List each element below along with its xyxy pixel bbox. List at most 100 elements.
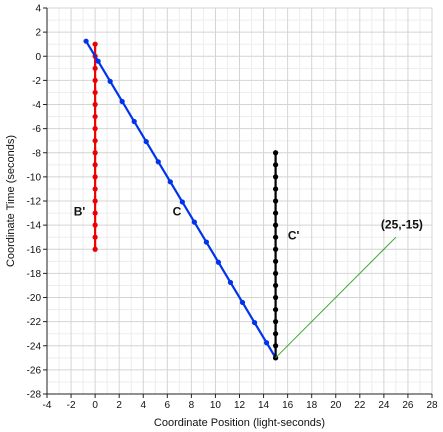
- x-tick-label: -2: [67, 400, 76, 411]
- data-point: [272, 210, 279, 216]
- data-point: [92, 113, 98, 120]
- x-tick-label: 10: [210, 400, 222, 411]
- data-point: [92, 138, 98, 144]
- data-point: [251, 319, 258, 326]
- x-tick-label: 22: [354, 400, 366, 411]
- x-axis-title: Coordinate Position (light-seconds): [154, 417, 325, 429]
- data-point: [263, 340, 270, 346]
- data-point: [227, 279, 234, 286]
- data-point: [95, 58, 101, 64]
- series-0: [92, 41, 98, 252]
- series-3: [275, 236, 397, 359]
- y-tick-label: 4: [35, 4, 41, 15]
- data-point: [92, 234, 98, 240]
- annotation-label: (25,-15): [381, 218, 423, 232]
- y-tick-label: -28: [27, 390, 42, 401]
- x-tick-label: 6: [165, 400, 171, 411]
- x-tick-label: -4: [43, 400, 52, 411]
- data-point: [272, 150, 279, 156]
- data-point: [83, 38, 89, 44]
- y-tick-label: -14: [27, 221, 42, 232]
- data-point: [272, 198, 279, 204]
- data-point: [272, 258, 279, 264]
- y-tick-label: -10: [27, 172, 42, 183]
- y-tick-label: 0: [35, 52, 41, 63]
- y-tick-label: -8: [32, 148, 41, 159]
- y-tick-label: -2: [32, 76, 41, 87]
- annotation-label: C': [288, 229, 300, 243]
- x-tick-label: 2: [116, 400, 122, 411]
- ticks: -4 -2 0 2 4 6 8 10 12 14 16 18 20 22 24 26 28420-2-4-6-8…: [27, 4, 438, 412]
- x-tick-label: 0: [92, 400, 98, 411]
- data-point: [92, 210, 98, 216]
- y-tick-label: -26: [27, 365, 42, 376]
- series-1: [83, 38, 279, 361]
- x-tick-label: 28: [426, 400, 438, 411]
- x-tick-label: 20: [330, 400, 342, 411]
- data-point: [203, 239, 210, 245]
- data-point: [92, 162, 98, 168]
- data-point: [272, 270, 279, 276]
- annotations: B' C C' (25,-15): [74, 204, 423, 242]
- series-layer: [83, 38, 397, 361]
- x-tick-label: 8: [189, 400, 195, 411]
- data-point: [92, 198, 98, 204]
- data-point: [179, 199, 185, 205]
- data-point: [119, 98, 125, 105]
- annotation-label: B': [74, 204, 86, 218]
- series-line: [275, 236, 397, 359]
- x-tick-label: 26: [402, 400, 414, 411]
- data-point: [92, 174, 98, 180]
- data-point: [92, 150, 98, 156]
- data-point: [92, 222, 98, 228]
- data-point: [92, 101, 98, 108]
- y-tick-label: -4: [32, 100, 41, 111]
- data-point: [155, 159, 161, 165]
- data-point: [92, 126, 98, 132]
- data-point: [191, 219, 197, 225]
- data-point: [272, 174, 279, 180]
- data-point: [272, 294, 279, 301]
- annotation-label: C: [173, 204, 182, 218]
- data-point: [92, 89, 98, 96]
- data-point: [215, 259, 222, 265]
- data-point: [272, 162, 279, 168]
- y-tick-label: -22: [27, 317, 42, 328]
- data-point: [92, 186, 98, 192]
- y-axis-title: Coordinate Time (seconds): [5, 135, 17, 267]
- data-point: [92, 41, 98, 47]
- data-point: [272, 282, 279, 289]
- data-point: [143, 139, 149, 145]
- x-tick-label: 16: [282, 400, 294, 411]
- data-point: [167, 179, 173, 185]
- x-tick-label: 12: [234, 400, 246, 411]
- x-tick-label: 24: [378, 400, 390, 411]
- data-point: [272, 343, 279, 349]
- data-point: [272, 319, 279, 325]
- y-tick-label: -12: [27, 197, 42, 208]
- x-tick-label: 18: [306, 400, 318, 411]
- data-point: [272, 306, 279, 313]
- data-point: [92, 77, 98, 83]
- data-point: [131, 118, 137, 125]
- data-point: [92, 246, 98, 252]
- data-point: [272, 186, 279, 192]
- data-point: [239, 299, 246, 306]
- y-tick-label: -16: [27, 245, 42, 256]
- data-point: [107, 78, 113, 84]
- data-point: [272, 222, 279, 228]
- x-tick-label: 4: [140, 400, 146, 411]
- data-point: [272, 246, 279, 252]
- data-point: [272, 331, 279, 337]
- data-point: [272, 234, 279, 240]
- y-tick-label: -20: [27, 293, 42, 304]
- y-tick-label: -18: [27, 269, 42, 280]
- data-point: [92, 65, 98, 71]
- y-tick-label: -6: [32, 124, 41, 135]
- y-tick-label: 2: [35, 28, 41, 39]
- y-tick-label: -24: [27, 341, 42, 352]
- grid: [46, 7, 433, 395]
- x-tick-label: 14: [258, 400, 270, 411]
